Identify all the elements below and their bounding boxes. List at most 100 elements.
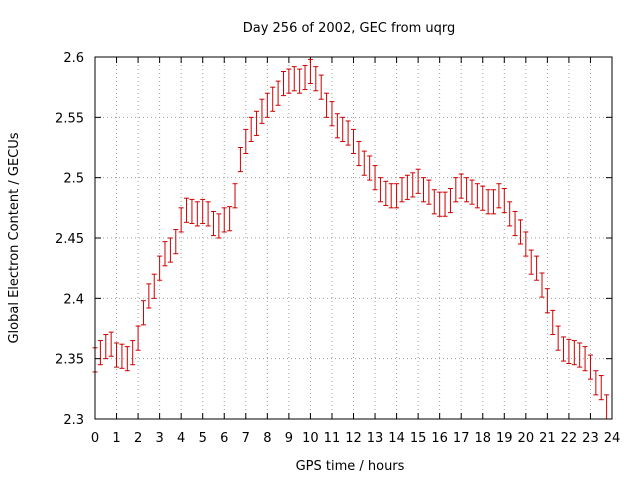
x-tick-label: 12 bbox=[345, 431, 362, 446]
x-tick-label: 0 bbox=[91, 431, 99, 446]
y-tick-label: 2.45 bbox=[55, 232, 84, 247]
x-tick-label: 22 bbox=[561, 431, 578, 446]
data-point bbox=[103, 334, 109, 360]
data-point bbox=[313, 66, 319, 92]
data-point bbox=[555, 325, 561, 351]
data-point bbox=[399, 177, 405, 203]
x-tick-label: 10 bbox=[302, 431, 319, 446]
data-point bbox=[367, 155, 373, 181]
x-tick-label: 18 bbox=[474, 431, 491, 446]
data-point bbox=[119, 343, 125, 369]
data-point bbox=[383, 180, 389, 206]
data-point bbox=[458, 173, 464, 199]
x-tick-label: 15 bbox=[410, 431, 427, 446]
data-point bbox=[259, 98, 265, 124]
data-point bbox=[507, 201, 513, 227]
data-point bbox=[464, 177, 470, 203]
data-point bbox=[501, 188, 507, 214]
data-point bbox=[544, 288, 550, 314]
data-point bbox=[598, 375, 604, 401]
x-axis-label: GPS time / hours bbox=[296, 459, 405, 474]
x-tick-label: 11 bbox=[324, 431, 341, 446]
tick-layer: 0 1 2 3 4 5 6 7 8 9 10 11 12 13 14 15 16 17 18 19 20 21 22 23 24… bbox=[55, 51, 620, 446]
y-tick-label: 2.55 bbox=[55, 111, 84, 126]
data-point bbox=[297, 68, 303, 94]
y-tick-label: 2.4 bbox=[63, 292, 84, 307]
data-point bbox=[97, 340, 103, 366]
data-point bbox=[404, 174, 410, 200]
data-point bbox=[221, 207, 227, 233]
data-point bbox=[426, 179, 432, 205]
series-layer bbox=[92, 58, 610, 420]
data-point bbox=[243, 128, 249, 155]
y-tick-label: 2.6 bbox=[63, 51, 84, 66]
data-point bbox=[604, 394, 610, 420]
x-tick-label: 14 bbox=[388, 431, 405, 446]
x-tick-label: 7 bbox=[242, 431, 250, 446]
data-point bbox=[254, 110, 260, 136]
data-point bbox=[356, 140, 362, 167]
data-point bbox=[534, 255, 540, 281]
x-tick-label: 3 bbox=[155, 431, 163, 446]
data-point bbox=[275, 80, 281, 106]
data-point bbox=[200, 198, 206, 225]
data-point bbox=[270, 86, 276, 112]
data-point bbox=[318, 74, 324, 100]
data-point bbox=[248, 116, 254, 142]
data-point bbox=[587, 354, 593, 380]
data-point bbox=[421, 177, 427, 203]
data-point bbox=[571, 340, 577, 366]
data-point bbox=[291, 66, 297, 92]
data-point bbox=[114, 342, 120, 368]
x-tick-label: 20 bbox=[518, 431, 535, 446]
data-point bbox=[361, 150, 367, 176]
data-point bbox=[237, 147, 243, 173]
x-tick-label: 4 bbox=[177, 431, 185, 446]
data-point bbox=[194, 201, 200, 227]
data-point bbox=[415, 168, 421, 194]
data-point bbox=[377, 177, 383, 203]
x-tick-label: 13 bbox=[367, 431, 384, 446]
data-point bbox=[264, 92, 270, 118]
x-tick-label: 19 bbox=[496, 431, 513, 446]
data-point bbox=[286, 68, 292, 94]
data-point bbox=[474, 183, 480, 209]
data-point bbox=[447, 188, 453, 214]
data-point bbox=[167, 237, 173, 263]
data-point bbox=[178, 207, 184, 233]
data-point bbox=[140, 300, 146, 326]
data-point bbox=[442, 191, 448, 217]
data-point bbox=[227, 206, 233, 232]
data-point bbox=[388, 183, 394, 209]
data-point bbox=[512, 210, 518, 237]
grid-layer bbox=[95, 57, 612, 419]
x-tick-label: 23 bbox=[582, 431, 599, 446]
x-tick-label: 6 bbox=[220, 431, 228, 446]
data-point bbox=[232, 183, 238, 209]
plot-frame bbox=[94, 56, 613, 420]
x-tick-label: 5 bbox=[199, 431, 207, 446]
data-point bbox=[577, 342, 583, 368]
data-point bbox=[437, 191, 443, 217]
data-point bbox=[480, 185, 486, 211]
data-point bbox=[593, 370, 599, 396]
data-point bbox=[216, 213, 222, 239]
data-point bbox=[146, 283, 152, 309]
x-tick-label: 9 bbox=[285, 431, 293, 446]
data-point bbox=[453, 177, 459, 203]
x-tick-label: 24 bbox=[604, 431, 621, 446]
data-point bbox=[351, 128, 356, 155]
data-point bbox=[302, 64, 308, 91]
data-point bbox=[340, 116, 346, 142]
data-point bbox=[157, 255, 163, 281]
data-point bbox=[496, 183, 502, 209]
x-tick-label: 2 bbox=[134, 431, 142, 446]
data-point bbox=[307, 58, 313, 85]
data-point bbox=[205, 201, 211, 227]
data-point bbox=[173, 229, 179, 255]
data-point bbox=[184, 197, 190, 223]
data-point bbox=[561, 336, 567, 362]
data-point bbox=[108, 331, 114, 357]
y-tick-label: 2.5 bbox=[63, 172, 84, 187]
